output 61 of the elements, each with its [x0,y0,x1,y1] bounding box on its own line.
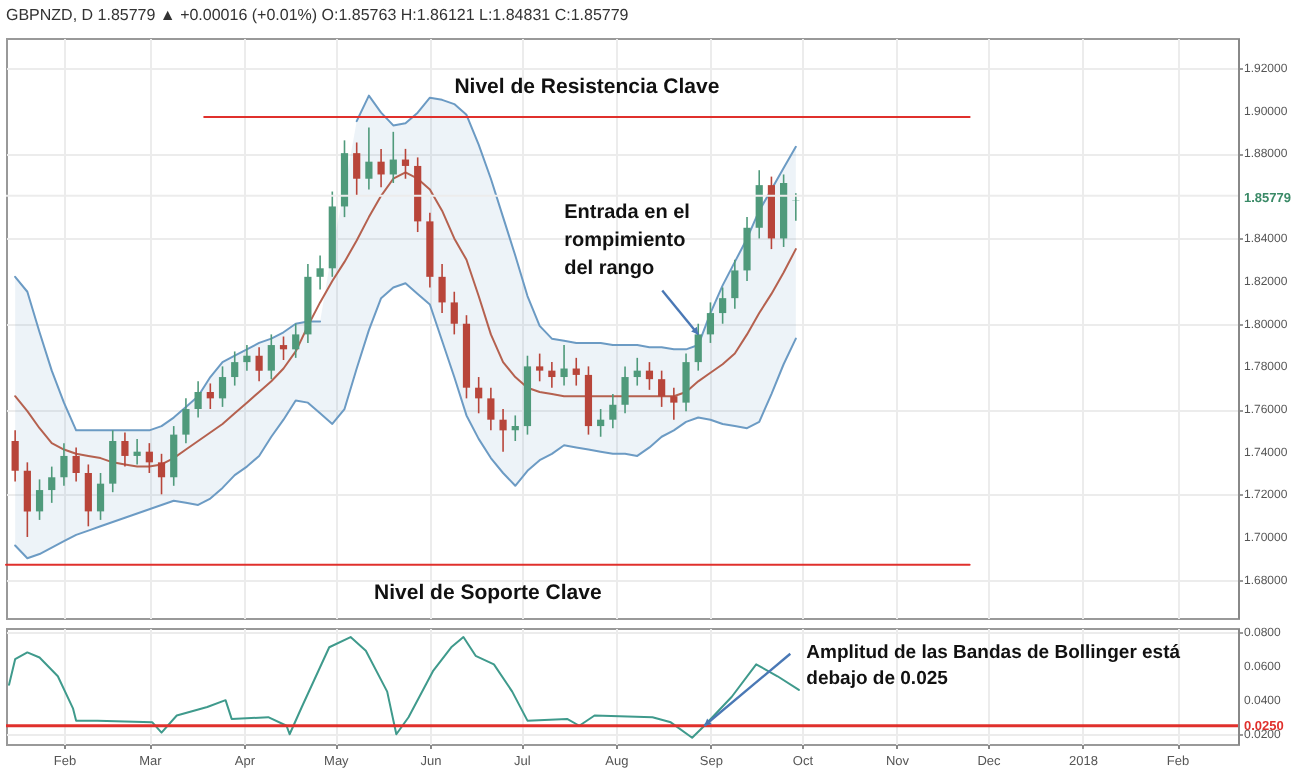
candlestick [194,380,202,419]
series-label: Nivel de Resistencia Clave [454,74,720,99]
candlestick [511,414,519,442]
candlestick [292,322,300,359]
candlestick [48,465,56,504]
candlestick [145,442,153,474]
candlestick [267,333,275,380]
candlestick [96,472,105,521]
candlestick [743,216,751,282]
candlestick [11,429,19,483]
candlestick [438,263,446,314]
candlestick [475,376,483,415]
candlestick [206,382,214,410]
candlestick [560,344,568,387]
candlestick [499,408,507,453]
candlestick [719,286,727,325]
candlestick [401,148,410,180]
candlestick [389,131,397,184]
line-series [14,282,797,560]
candlestick [353,141,361,197]
candlestick [450,290,458,336]
candlestick [35,478,44,521]
line-series [8,636,800,739]
candlestick [609,393,617,430]
candlestick [377,148,385,189]
candlestick [121,431,129,468]
candlestick [182,397,190,444]
candlestick [755,169,763,240]
candlestick [572,357,580,387]
annotation: Entrada en el rompimiento del rango [564,202,691,281]
candlestick [365,126,373,191]
candlestick [694,322,702,372]
series-label: Nivel de Soporte Clave [374,580,602,605]
candlestick [548,361,556,389]
candlestick [60,442,68,487]
candlestick [731,258,739,310]
candlestick [157,453,166,496]
candlestick [72,446,80,483]
candlestick [682,352,690,412]
candlestick [133,438,141,466]
chart-title: GBPNZD, D 1.85779 ▲ +0.00016 (+0.01%) O:1.85763 H:1.86121 L:1.84831 C:1.85779 [6,6,629,24]
candlestick [316,254,324,291]
candlestick [706,301,715,344]
candlestick [597,408,605,438]
candlestick [633,357,641,387]
candlestick [109,429,117,493]
candlestick [279,335,288,361]
candlestick [84,463,92,528]
candlestick [255,346,263,383]
candlestick [645,361,654,391]
candlestick [621,365,629,415]
candlestick [670,386,678,421]
candlestick [487,386,495,432]
candlestick [23,461,31,538]
candlestick [243,344,251,372]
candlestick [231,350,239,387]
candlestick [170,425,178,487]
candlestick [536,352,544,383]
candlestick [658,369,666,408]
candlestick [218,365,227,408]
annotation: Amplitud de las Bandas de Bollinger está debajo de 0.025 [806,641,1182,691]
